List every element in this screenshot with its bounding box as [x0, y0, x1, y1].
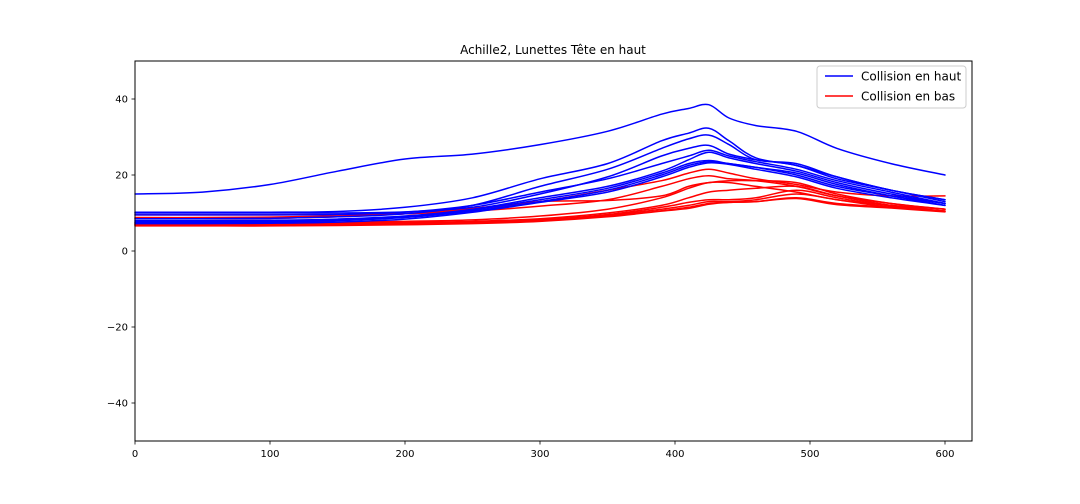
- x-tick-label: 100: [260, 449, 279, 460]
- y-axis: −40 −20 0 20 40: [107, 95, 135, 410]
- y-tick-label: 20: [115, 171, 128, 182]
- plot-frame: [134, 60, 973, 442]
- series-line-17: [134, 197, 946, 227]
- x-tick-label: 200: [395, 449, 414, 460]
- x-tick-label: 300: [530, 449, 549, 460]
- y-tick-label: 40: [115, 95, 128, 106]
- series-line-4: [134, 149, 946, 216]
- x-tick-label: 500: [800, 449, 819, 460]
- y-tick-label: −40: [107, 399, 128, 410]
- legend-label-collision-en-bas: Collision en bas: [861, 90, 955, 104]
- chart-title: Achille2, Lunettes Tête en haut: [460, 43, 646, 57]
- series-line-2: [134, 134, 946, 220]
- series-line-14: [134, 189, 946, 226]
- series-line-3: [134, 144, 946, 214]
- y-tick-label: −20: [107, 323, 128, 334]
- x-tick-label: 400: [665, 449, 684, 460]
- x-tick-label: 0: [132, 449, 138, 460]
- legend-label-collision-en-haut: Collision en haut: [861, 70, 961, 84]
- series-line-7: [134, 160, 946, 224]
- series-line-8: [134, 161, 946, 225]
- series-line-6: [134, 159, 946, 223]
- legend-box: [816, 65, 967, 109]
- x-tick-label: 600: [935, 449, 954, 460]
- y-tick-label: 0: [122, 247, 128, 258]
- legend: Collision en haut Collision en bas: [816, 65, 967, 109]
- series-line-0: [134, 103, 946, 195]
- plot-lines: [134, 103, 946, 227]
- x-axis: 0 100 200 300 400 500 600: [132, 441, 955, 460]
